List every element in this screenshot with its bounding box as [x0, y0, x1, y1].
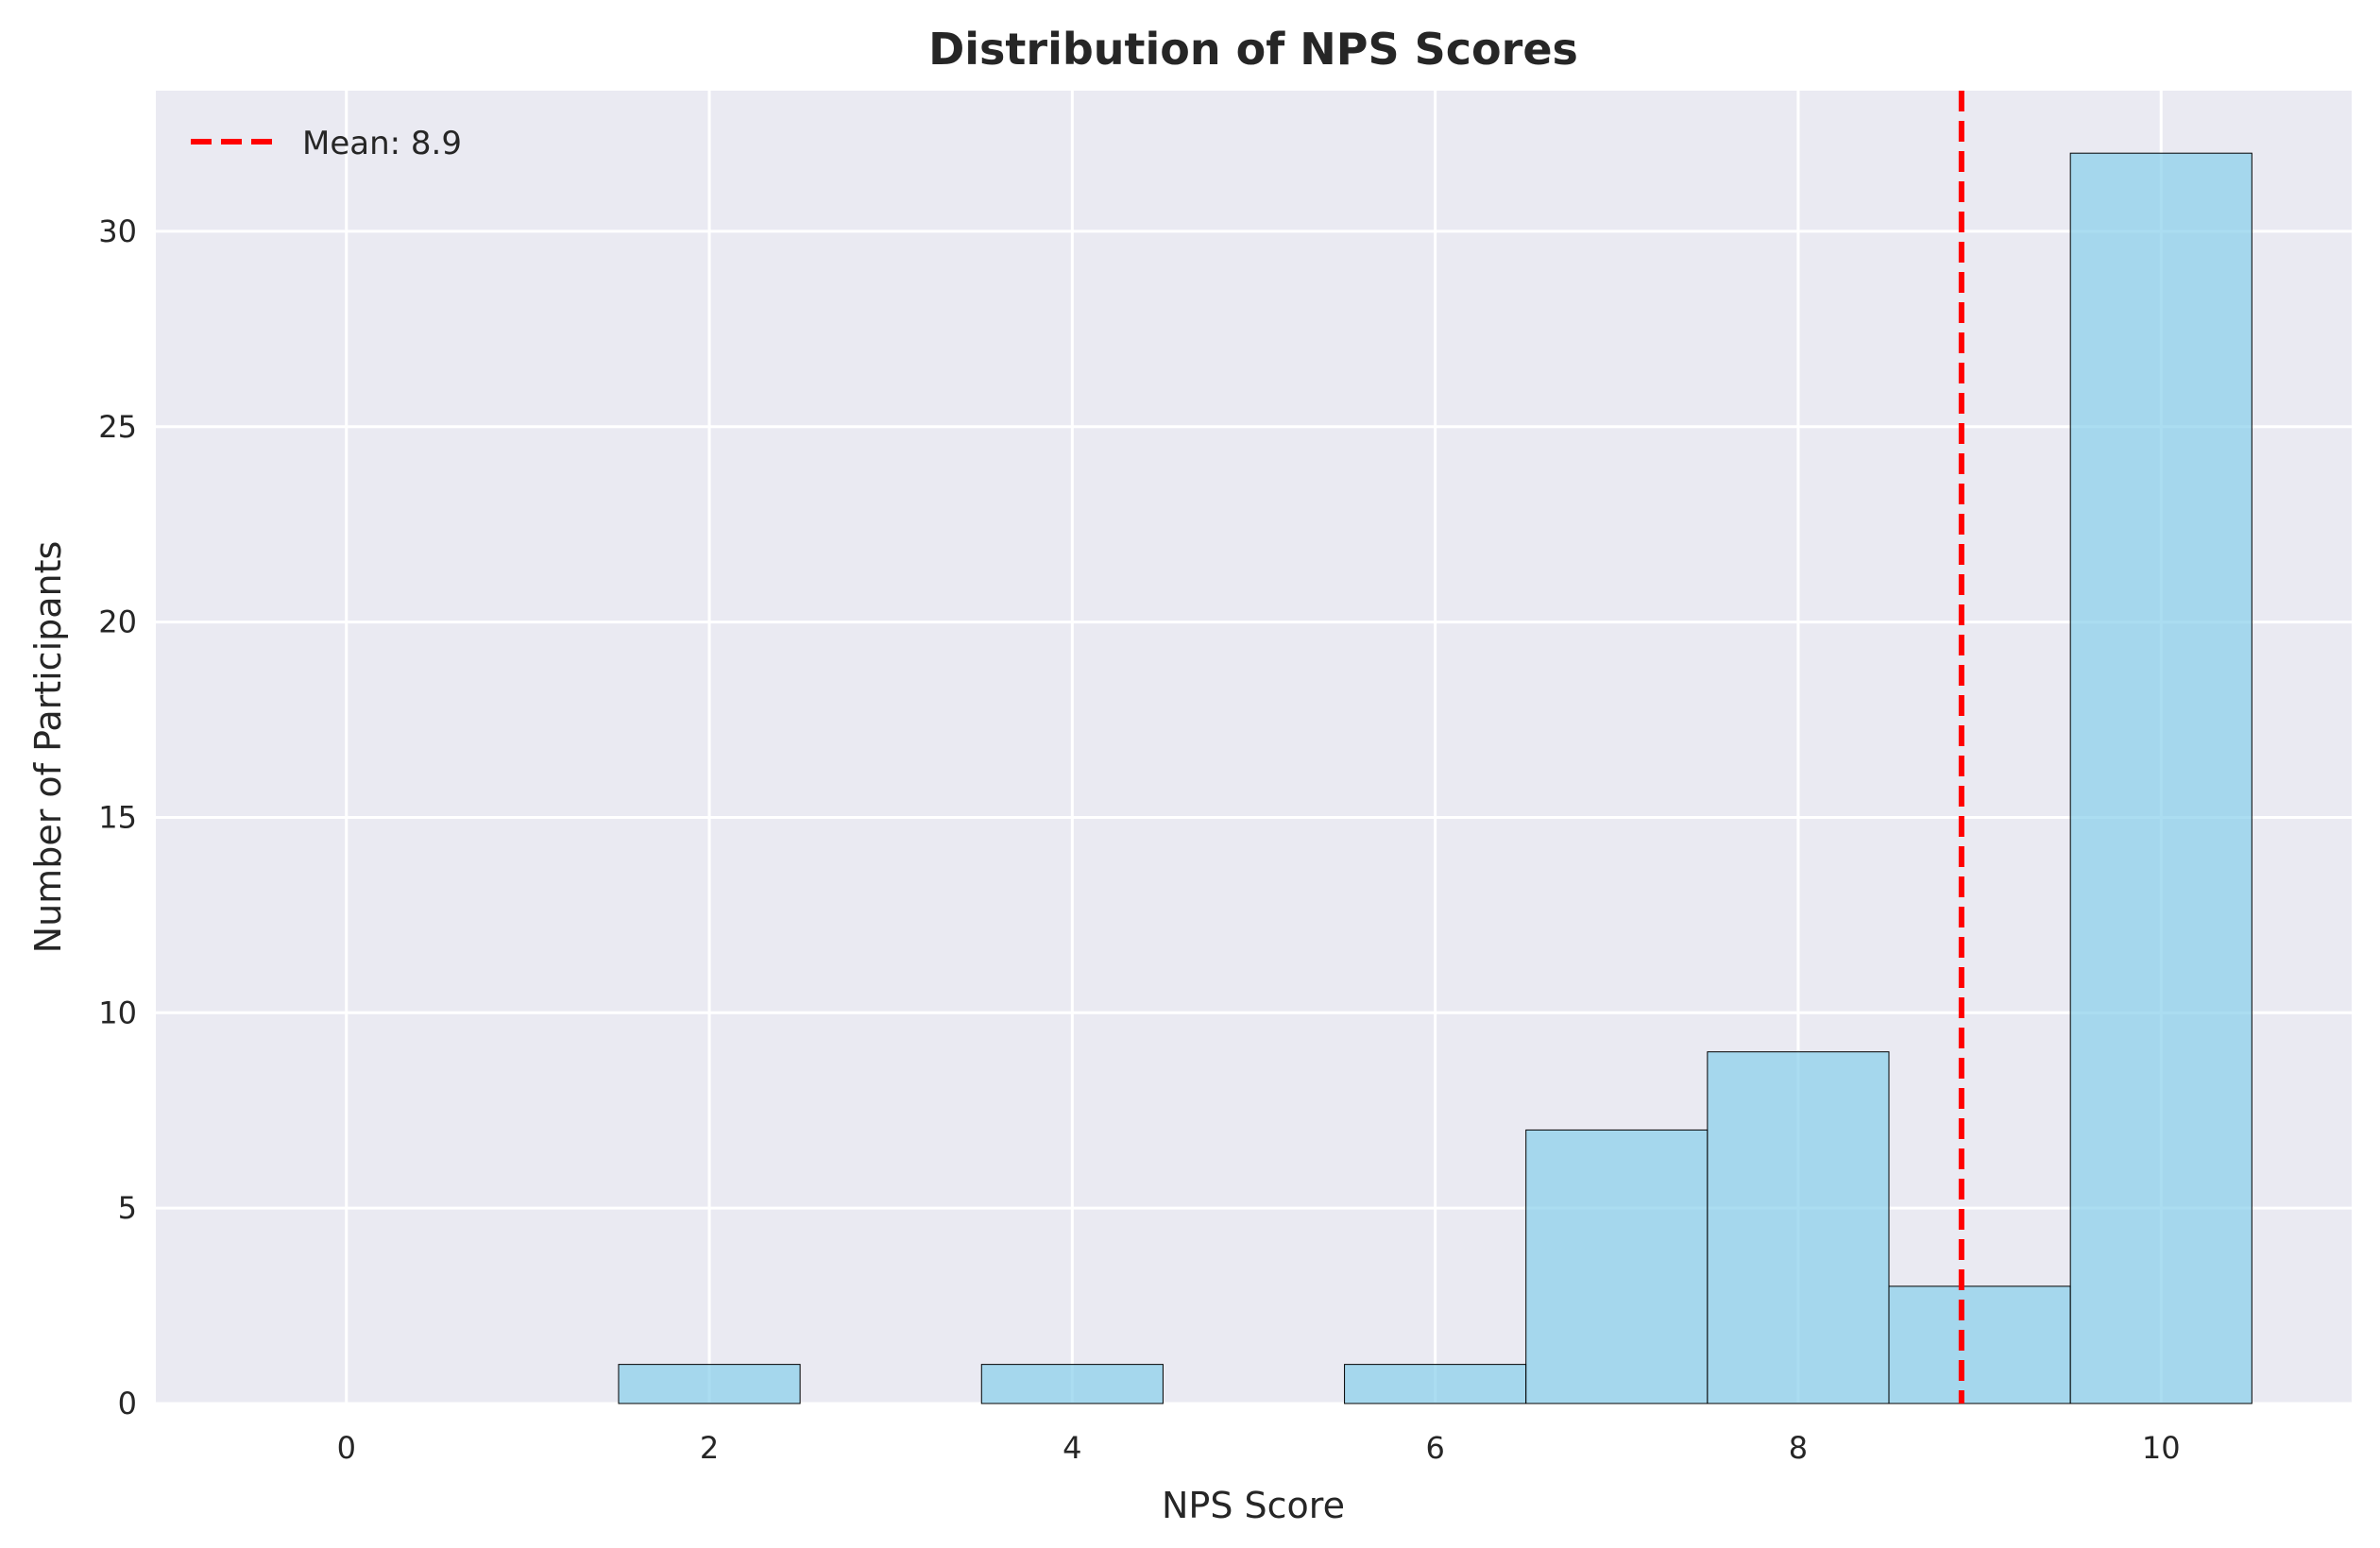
histogram-bar [618, 1364, 801, 1404]
x-tick-label: 6 [1425, 1430, 1444, 1466]
y-tick-label: 15 [98, 799, 137, 835]
histogram-bar [1888, 1285, 2071, 1404]
x-axis-label: NPS Score [1162, 1485, 1345, 1526]
x-tick-label: 2 [700, 1430, 719, 1466]
histogram-bars [618, 152, 2252, 1404]
x-tick-label: 8 [1789, 1430, 1808, 1466]
x-tick-label: 10 [2142, 1430, 2181, 1466]
y-tick-label: 10 [98, 995, 137, 1030]
legend: Mean: 8.9 [191, 125, 462, 162]
chart-title: Distribution of NPS Scores [928, 24, 1578, 75]
y-tick-label: 25 [98, 409, 137, 445]
x-tick-label: 4 [1062, 1430, 1081, 1466]
tick-labels: 0 2 4 6 8 10 0 5 10 15 20 25 30 [98, 213, 2180, 1466]
x-tick-label: 0 [337, 1430, 356, 1466]
histogram-bar [1344, 1364, 1527, 1404]
y-tick-label: 20 [98, 604, 137, 640]
histogram-bar [1525, 1129, 1708, 1404]
histogram-bar [2069, 152, 2252, 1404]
y-tick-label: 5 [118, 1190, 137, 1226]
histogram-bar [1707, 1051, 1890, 1404]
plot-background [156, 91, 2352, 1403]
y-axis-label: Number of Participants [27, 541, 69, 954]
y-tick-label: 0 [118, 1386, 137, 1421]
y-tick-label: 30 [98, 213, 137, 249]
histogram-bar [980, 1364, 1164, 1404]
legend-mean-label: Mean: 8.9 [302, 125, 462, 162]
